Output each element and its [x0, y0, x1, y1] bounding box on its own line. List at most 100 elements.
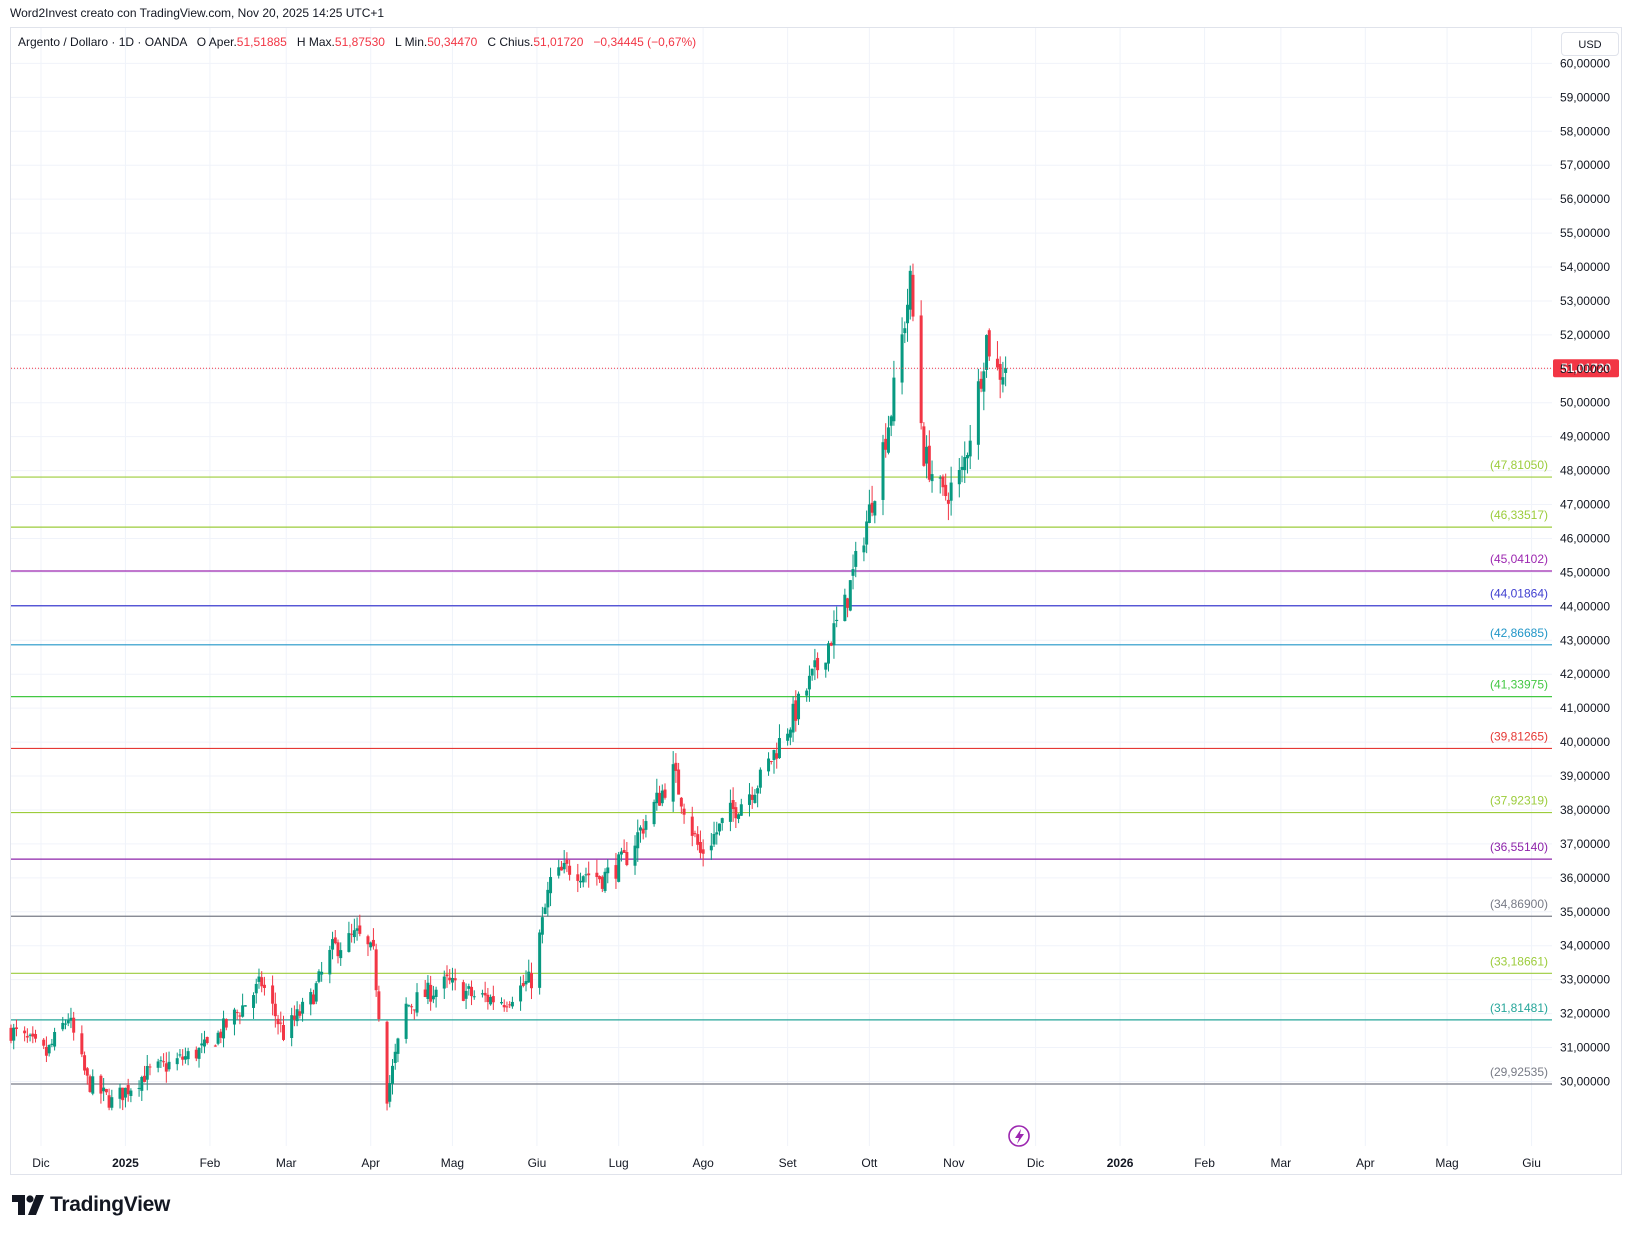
candle-body — [584, 874, 588, 876]
price-tick-label: 60,00000 — [1560, 56, 1610, 70]
price-tick-label: 42,00000 — [1560, 667, 1610, 681]
candle-body — [886, 427, 890, 453]
candle-body — [470, 986, 474, 997]
candle-body — [527, 971, 531, 983]
candle-body — [968, 440, 972, 457]
symbol-label[interactable]: Argento / Dollaro · 1D · OANDA — [18, 35, 187, 49]
price-tick-label: 34,00000 — [1560, 939, 1610, 953]
candle-body — [658, 792, 662, 806]
candle-body — [832, 623, 836, 646]
candle-body — [53, 1031, 57, 1047]
candle-body — [715, 832, 719, 835]
candle-body — [938, 477, 942, 479]
candle-body — [69, 1017, 73, 1021]
tradingview-logo[interactable]: TradingView — [12, 1193, 170, 1217]
price-axis[interactable]: 30,00000 31,00000 32,00000 33,00000 34,00000… — [1560, 56, 1610, 1088]
candle-body — [671, 764, 675, 802]
level-label: (36,55140) — [1490, 840, 1548, 854]
candle-body — [9, 1027, 13, 1041]
candle-body — [366, 936, 370, 945]
candle-body — [453, 978, 457, 981]
open-label: Aper. — [208, 35, 237, 49]
candle-body — [930, 474, 934, 482]
candle-body — [985, 335, 989, 370]
chart-caption: Word2Invest creato con TradingView.com, … — [10, 6, 385, 20]
candle-body — [867, 504, 871, 523]
candle-body — [510, 1001, 514, 1007]
candle-body — [219, 1031, 223, 1038]
candle-body — [352, 930, 356, 938]
candle-body — [202, 1039, 206, 1047]
candle-body — [753, 794, 757, 803]
candle-body — [679, 797, 683, 807]
candle-body — [224, 1018, 228, 1028]
candle-body — [827, 643, 830, 664]
candle-body — [243, 1005, 247, 1007]
candle-body — [660, 790, 664, 804]
currency-button[interactable]: USD — [1561, 32, 1619, 56]
candle-body — [617, 854, 621, 882]
time-tick-label: Apr — [361, 1156, 380, 1170]
candle-body — [232, 1009, 236, 1025]
candle-body — [140, 1076, 144, 1091]
candle-body — [805, 690, 809, 696]
price-tick-label: 59,00000 — [1560, 90, 1610, 104]
candle-body — [701, 849, 705, 854]
candle-body — [222, 1018, 226, 1039]
level-label: (29,92535) — [1490, 1065, 1548, 1079]
candle-body — [641, 828, 645, 834]
price-tick-label: 31,00000 — [1560, 1041, 1610, 1055]
candle-body — [976, 381, 980, 445]
last-price-label: 51,01720 — [1561, 361, 1611, 375]
change-value: −0,34445 (−0,67%) — [593, 35, 697, 49]
price-tick-label: 37,00000 — [1560, 837, 1610, 851]
candle-body — [110, 1097, 114, 1108]
price-tick-label: 45,00000 — [1560, 565, 1610, 579]
price-tick-label: 48,00000 — [1560, 464, 1610, 478]
price-tick-label: 50,00000 — [1560, 396, 1610, 410]
time-tick-label: Apr — [1356, 1156, 1375, 1170]
candle-body — [480, 993, 484, 995]
candle-body — [47, 1045, 51, 1054]
time-tick-label: Ott — [861, 1156, 878, 1170]
event-marker[interactable] — [1008, 1125, 1030, 1147]
candle-body — [709, 845, 713, 851]
price-tick-label: 33,00000 — [1560, 973, 1610, 987]
candle-body — [963, 457, 967, 471]
candle-body — [982, 371, 986, 392]
candle-body — [156, 1061, 160, 1068]
price-tick-label: 52,00000 — [1560, 328, 1610, 342]
candle-body — [696, 834, 700, 845]
candle-body — [674, 762, 678, 771]
candle-body — [829, 643, 833, 646]
candle-body — [851, 569, 855, 576]
candle-body — [197, 1048, 201, 1059]
candle-body — [486, 994, 490, 1003]
candle-body — [562, 862, 566, 870]
candle-body — [200, 1043, 204, 1046]
candle-body — [216, 1032, 220, 1044]
candle-body — [797, 693, 801, 720]
price-tick-label: 41,00000 — [1560, 701, 1610, 715]
candle-body — [235, 1012, 239, 1014]
candle-body — [445, 974, 449, 977]
candle-body — [944, 484, 948, 497]
candle-body — [505, 1006, 509, 1008]
level-label: (33,18661) — [1490, 954, 1548, 968]
time-axis[interactable]: Dic 2025 Feb Mar Apr Mag Giu Lug Ago Set Ott Nov Dic… — [32, 1156, 1541, 1170]
candle-body — [810, 668, 814, 676]
candle-body — [374, 949, 378, 991]
candle-body — [426, 982, 430, 999]
candle-body — [34, 1034, 38, 1039]
candle-body — [252, 995, 256, 1008]
candle-body — [995, 358, 999, 368]
candle-body — [12, 1027, 16, 1041]
candle-body — [625, 852, 629, 865]
candle-body — [747, 794, 751, 805]
time-tick-label: Mag — [1435, 1156, 1458, 1170]
candle-body — [257, 976, 261, 982]
candle-body — [1004, 368, 1008, 373]
candle-body — [14, 1027, 18, 1029]
candle-body — [467, 986, 471, 989]
